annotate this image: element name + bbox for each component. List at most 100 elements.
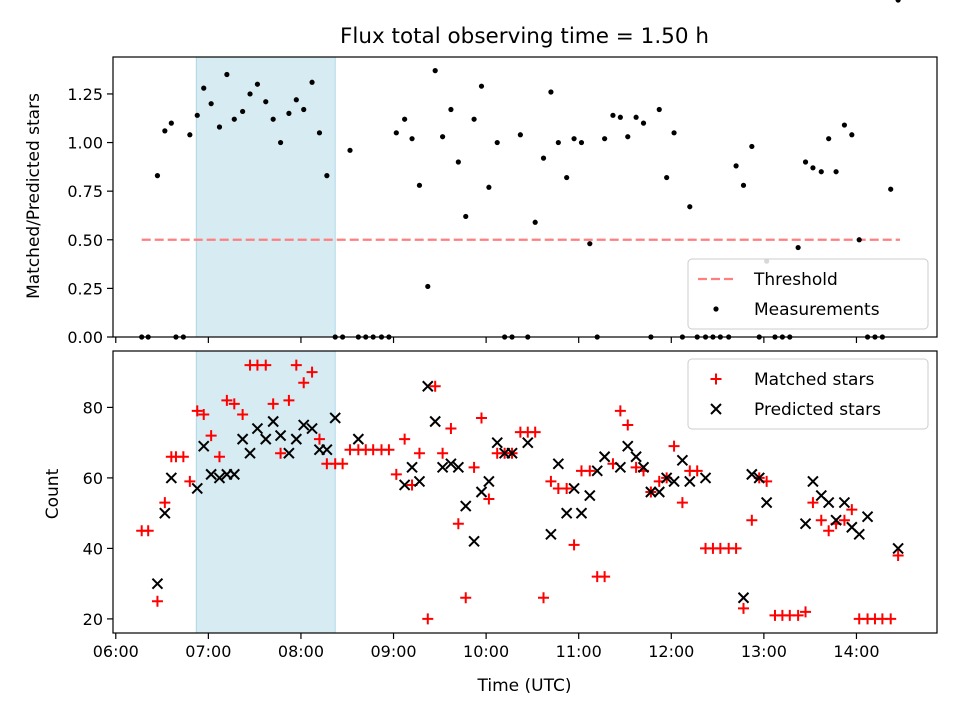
data-point [810, 165, 816, 171]
data-point [671, 130, 677, 136]
data-point [640, 120, 647, 126]
legend-predicted-swatch [710, 403, 722, 415]
data-point [228, 468, 240, 481]
data-point [275, 447, 287, 459]
data-point [598, 451, 611, 463]
data-point [221, 394, 233, 406]
data-point [545, 475, 557, 487]
x-tick-label: 08:00 [278, 642, 324, 661]
data-point [888, 186, 894, 192]
highlight-span [195, 56, 336, 338]
data-point [228, 398, 240, 410]
data-point [436, 461, 449, 474]
data-point [460, 592, 472, 604]
data-point [399, 433, 411, 445]
data-point [826, 136, 832, 142]
data-point [455, 159, 461, 165]
data-point [205, 430, 217, 442]
data-point [653, 486, 665, 498]
data-point [260, 359, 272, 371]
data-point [587, 241, 593, 247]
data-point [267, 415, 279, 428]
data-point [460, 500, 472, 512]
data-point [290, 433, 303, 445]
data-point [468, 461, 480, 473]
data-point [733, 163, 739, 169]
data-point [838, 514, 850, 526]
data-point [491, 436, 503, 449]
y-axis-label-bottom: Count [43, 468, 63, 519]
data-point [610, 112, 616, 118]
data-point [177, 451, 189, 463]
data-point [425, 283, 431, 290]
data-point [575, 507, 588, 519]
data-point [448, 106, 454, 113]
data-point [277, 139, 284, 146]
data-point [749, 143, 755, 150]
data-point [599, 571, 611, 583]
data-point [849, 132, 855, 138]
data-point [568, 482, 580, 495]
data-point [656, 106, 662, 113]
data-point [445, 458, 457, 470]
data-point [807, 497, 819, 509]
data-point [841, 122, 848, 128]
data-point [730, 542, 742, 554]
data-point [846, 504, 858, 516]
data-point [645, 486, 657, 498]
data-point [760, 496, 773, 509]
data-point [478, 83, 485, 89]
data-point [347, 147, 353, 153]
data-point [475, 486, 488, 498]
data-point [617, 114, 623, 120]
data-point [398, 479, 411, 491]
data-point [216, 124, 223, 130]
data-point [316, 130, 323, 136]
x-tick-label: 11:00 [556, 642, 602, 661]
y-tick-label: 60 [83, 469, 103, 488]
data-point [861, 510, 874, 523]
data-point [614, 405, 626, 417]
data-point [224, 71, 230, 78]
data-point [799, 518, 812, 530]
data-point [494, 139, 500, 146]
data-point [892, 549, 904, 561]
data-point [416, 182, 423, 188]
legend-label: Measurements [754, 300, 880, 320]
data-point [159, 507, 171, 519]
data-point [329, 412, 341, 424]
data-point [687, 204, 693, 210]
data-point [802, 159, 809, 165]
data-point [853, 528, 865, 541]
data-point [267, 398, 279, 410]
data-point [286, 110, 292, 116]
data-point [440, 134, 446, 140]
series-predicted-stars [151, 380, 904, 604]
data-point [402, 116, 408, 122]
data-point [198, 440, 210, 452]
data-point [191, 405, 203, 417]
data-point [833, 169, 839, 175]
data-point [201, 85, 207, 91]
data-point [614, 461, 627, 474]
data-point [838, 496, 851, 509]
legend: Matched stars Predicted stars [687, 358, 929, 430]
data-point [630, 461, 642, 473]
data-point [151, 577, 164, 590]
data-point [274, 429, 287, 442]
data-point [254, 81, 261, 87]
data-point [660, 472, 673, 484]
data-point [301, 106, 307, 113]
y-tick-label: 0.00 [67, 328, 103, 347]
data-point [517, 132, 523, 138]
data-point [737, 592, 750, 604]
data-point [737, 602, 749, 614]
data-point [538, 592, 550, 604]
legend-box [687, 358, 929, 430]
data-point [165, 472, 178, 484]
data-point [486, 184, 492, 190]
data-point [390, 468, 402, 480]
data-point [483, 493, 495, 505]
data-point [545, 528, 557, 541]
x-tick-label: 07:00 [185, 642, 231, 661]
